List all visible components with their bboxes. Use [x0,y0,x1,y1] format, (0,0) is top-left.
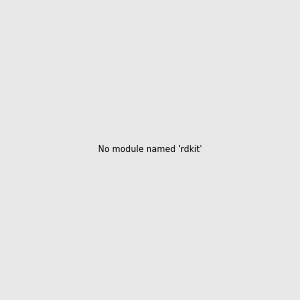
Text: No module named 'rdkit': No module named 'rdkit' [98,146,202,154]
